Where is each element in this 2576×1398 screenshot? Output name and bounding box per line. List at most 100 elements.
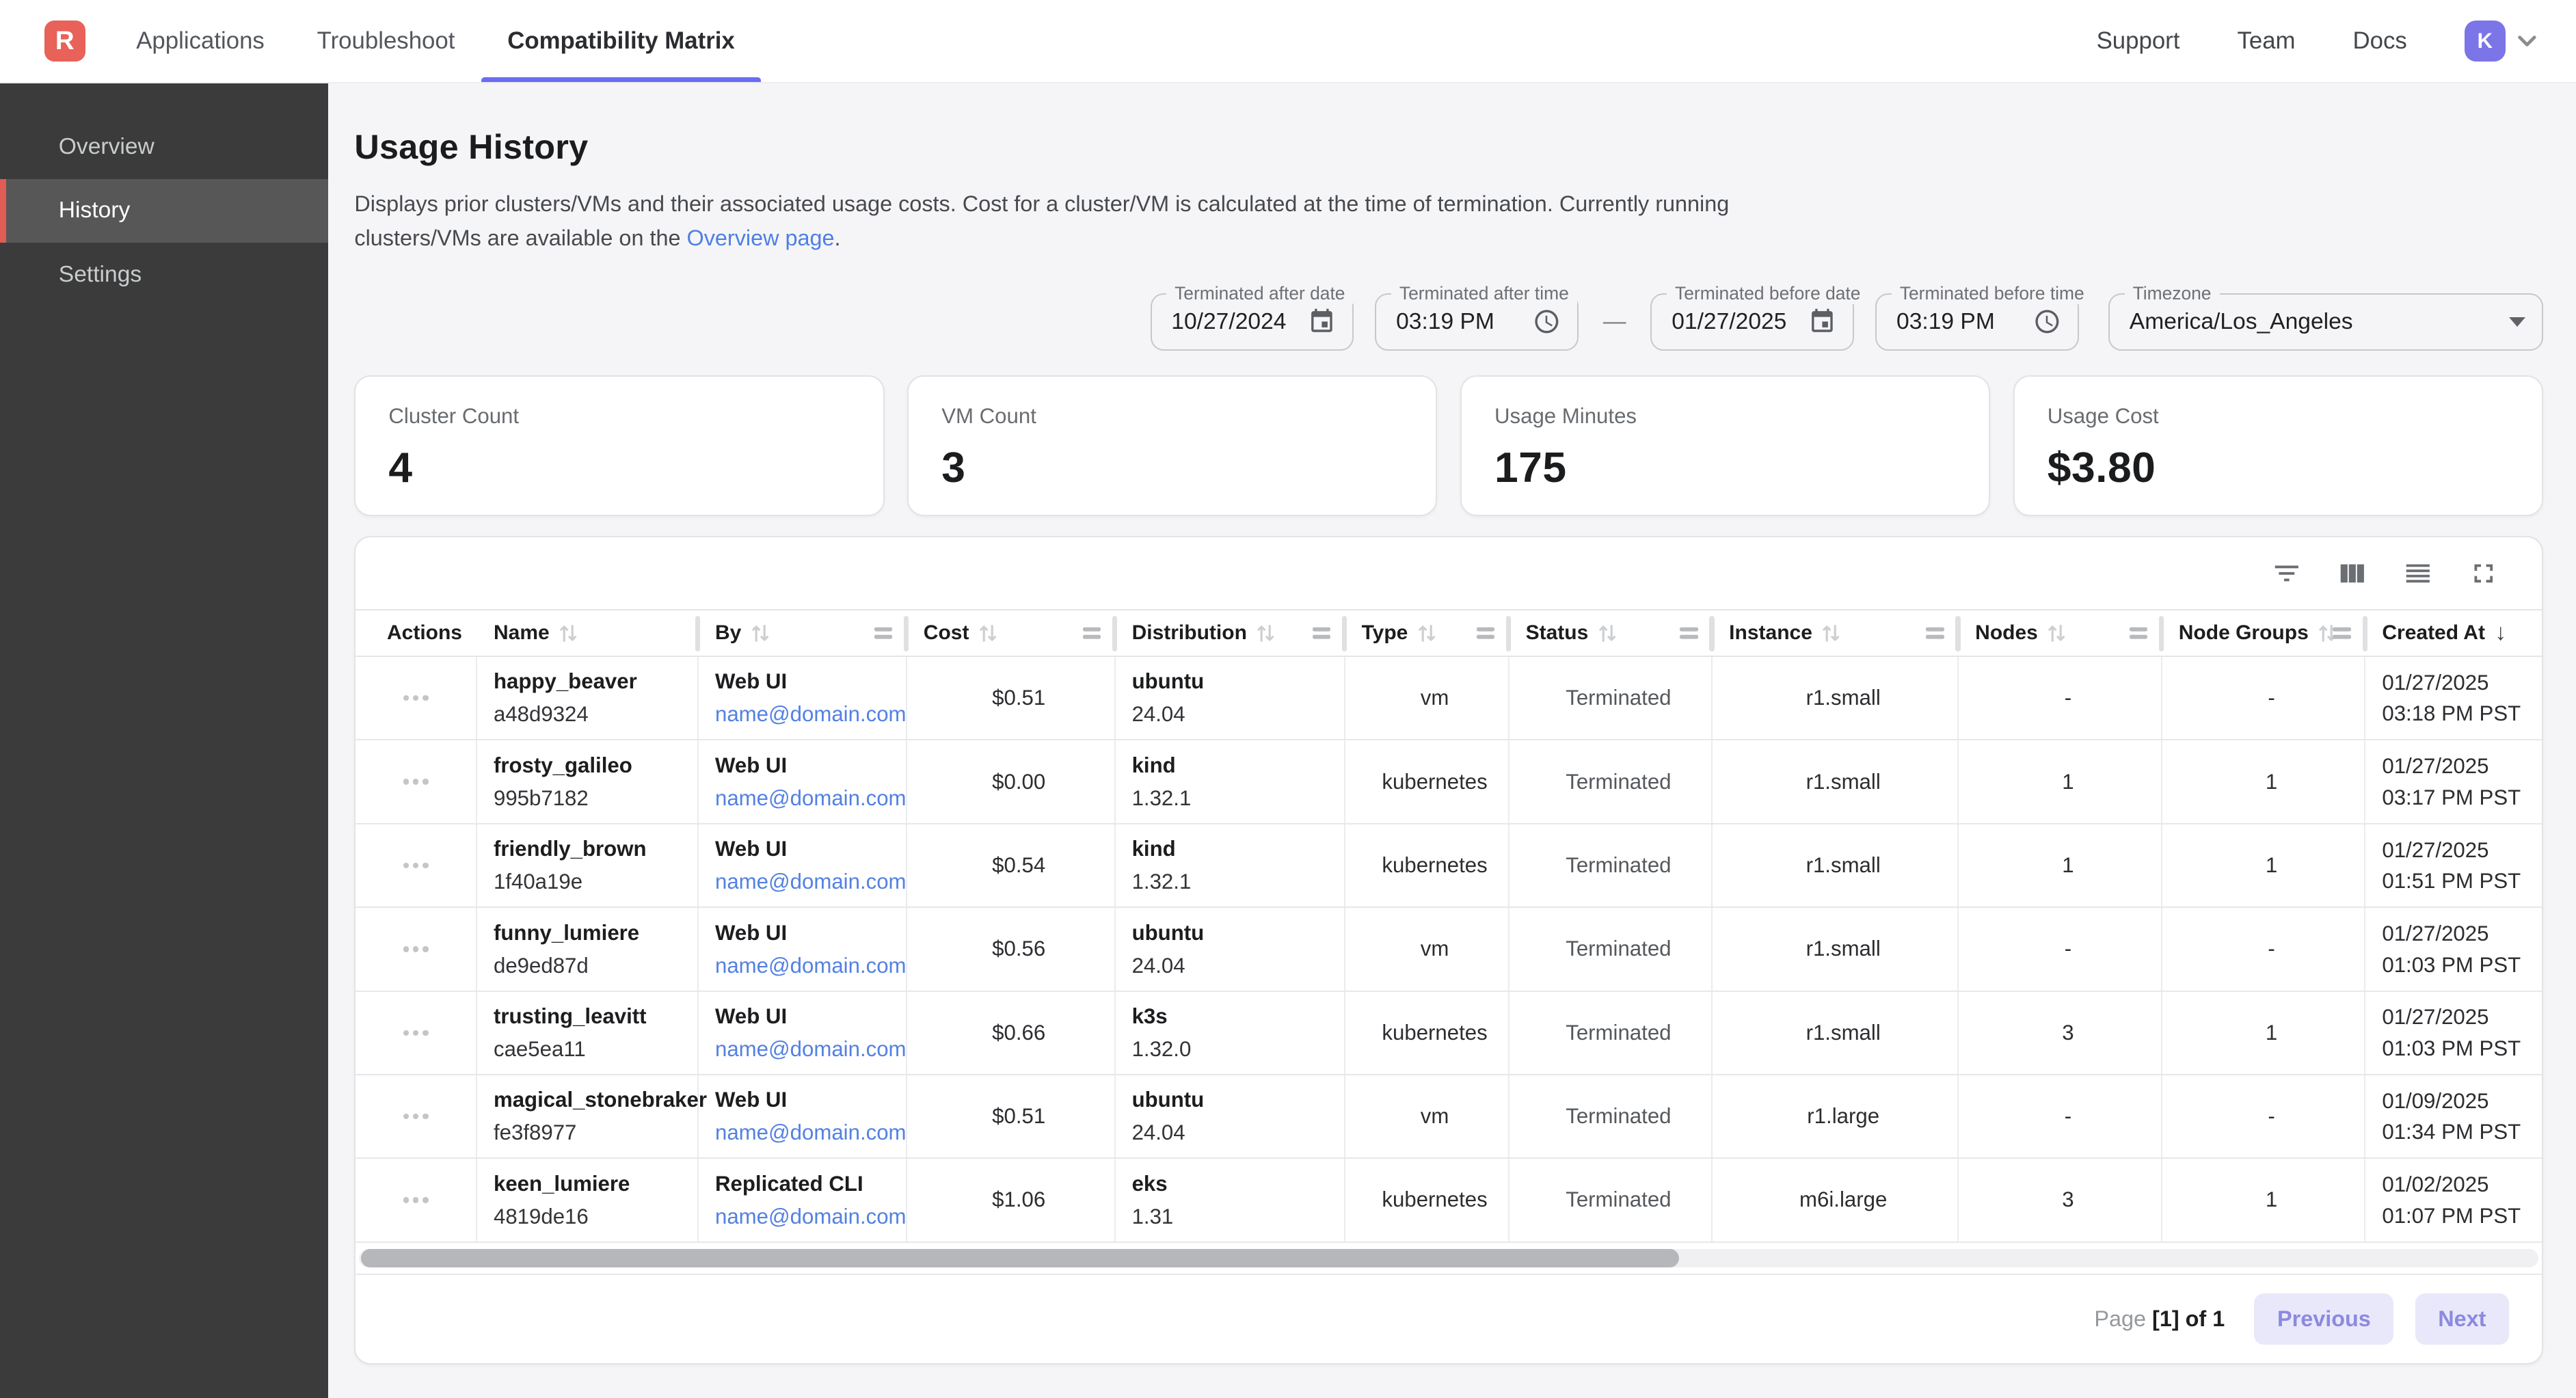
nav-link-team[interactable]: Team bbox=[2237, 27, 2296, 55]
terminated-after-time-field[interactable]: Terminated after time 03:19 PM bbox=[1375, 282, 1579, 351]
row-actions-button[interactable] bbox=[397, 1023, 435, 1043]
sort-icon[interactable] bbox=[1418, 623, 1436, 643]
cell-nodes: - bbox=[1959, 1075, 2162, 1158]
terminated-after-date-field[interactable]: Terminated after date 10/27/2024 bbox=[1150, 282, 1354, 351]
stat-card-cluster-count: Cluster Count 4 bbox=[354, 375, 885, 516]
sort-icon[interactable] bbox=[751, 623, 769, 643]
cell-node-groups: - bbox=[2162, 656, 2366, 740]
sort-icon[interactable] bbox=[979, 623, 997, 643]
avatar[interactable]: K bbox=[2464, 21, 2506, 62]
column-separator[interactable] bbox=[1341, 615, 1347, 652]
column-menu-icon[interactable] bbox=[1312, 627, 1330, 639]
cell-created-at: 01/27/2025 01:03 PM PST bbox=[2382, 921, 2521, 977]
calendar-icon[interactable] bbox=[1808, 308, 1836, 336]
terminated-before-time-field[interactable]: Terminated before time 03:19 PM bbox=[1875, 282, 2093, 351]
cell-status: Terminated bbox=[1510, 740, 1713, 823]
fullscreen-icon[interactable] bbox=[2468, 558, 2499, 589]
replicated-logo[interactable]: R bbox=[44, 21, 85, 62]
scrollbar-track[interactable] bbox=[359, 1249, 2539, 1267]
columns-icon[interactable] bbox=[2337, 558, 2368, 589]
by-email-link[interactable]: name@domain.com bbox=[714, 953, 907, 978]
sort-icon[interactable] bbox=[1598, 623, 1616, 643]
column-menu-icon[interactable] bbox=[1082, 627, 1101, 639]
timezone-select[interactable]: Timezone America/Los_Angeles bbox=[2108, 282, 2543, 351]
sort-desc-icon[interactable]: ↓ bbox=[2495, 620, 2507, 646]
column-separator[interactable] bbox=[2362, 615, 2367, 652]
cell-node-groups: - bbox=[2162, 908, 2366, 991]
cell-distribution: ubuntu 24.04 bbox=[1116, 908, 1345, 991]
sort-icon[interactable] bbox=[1822, 623, 1840, 643]
row-actions-button[interactable] bbox=[397, 940, 435, 959]
cell-type: vm bbox=[1345, 908, 1510, 991]
column-header-status[interactable]: Status bbox=[1510, 610, 1715, 656]
account-menu[interactable]: K bbox=[2464, 21, 2537, 62]
calendar-icon[interactable] bbox=[1308, 308, 1336, 336]
sort-icon[interactable] bbox=[559, 623, 577, 643]
clock-icon[interactable] bbox=[1533, 308, 1561, 336]
column-separator[interactable] bbox=[1955, 615, 1961, 652]
sort-icon[interactable] bbox=[1257, 623, 1274, 643]
row-actions-button[interactable] bbox=[397, 688, 435, 708]
cell-created-at: 01/09/2025 01:34 PM PST bbox=[2382, 1088, 2521, 1144]
row-actions-button[interactable] bbox=[397, 856, 435, 875]
cell-cost: $0.51 bbox=[907, 656, 1116, 740]
sidebar-item-overview[interactable]: Overview bbox=[58, 133, 155, 159]
density-icon[interactable] bbox=[2402, 558, 2434, 589]
column-header-created-at[interactable]: Created At ↓ bbox=[2382, 620, 2507, 646]
column-header-type[interactable]: Type bbox=[1345, 610, 1511, 656]
scrollbar-thumb[interactable] bbox=[360, 1249, 1680, 1267]
nav-right: Support Team Docs K bbox=[2097, 0, 2576, 82]
column-menu-icon[interactable] bbox=[2129, 627, 2148, 639]
by-email-link[interactable]: name@domain.com bbox=[714, 870, 907, 894]
filter-icon[interactable] bbox=[2271, 558, 2303, 589]
row-actions-button[interactable] bbox=[397, 772, 435, 792]
by-email-link[interactable]: name@domain.com bbox=[714, 1036, 907, 1061]
cell-cost: $0.66 bbox=[907, 991, 1116, 1074]
row-actions-button[interactable] bbox=[397, 1107, 435, 1126]
sidebar-item-settings[interactable]: Settings bbox=[58, 261, 142, 287]
horizontal-scrollbar bbox=[355, 1243, 2542, 1274]
cell-instance: m6i.large bbox=[1713, 1159, 1959, 1241]
column-separator[interactable] bbox=[1112, 615, 1117, 652]
column-menu-icon[interactable] bbox=[1476, 627, 1494, 639]
cell-nodes: - bbox=[1959, 908, 2162, 991]
column-separator[interactable] bbox=[695, 615, 701, 652]
column-separator[interactable] bbox=[903, 615, 909, 652]
terminated-before-date-field[interactable]: Terminated before date 01/27/2025 bbox=[1650, 282, 1869, 351]
by-email-link[interactable]: name@domain.com bbox=[714, 785, 907, 810]
by-email-link[interactable]: name@domain.com bbox=[714, 1120, 907, 1145]
cell-created-at: 01/02/2025 01:07 PM PST bbox=[2382, 1172, 2521, 1228]
tab-troubleshoot[interactable]: Troubleshoot bbox=[317, 27, 455, 55]
sidebar-item-history[interactable]: History bbox=[0, 178, 328, 243]
column-menu-icon[interactable] bbox=[1680, 627, 1698, 639]
column-header-distribution[interactable]: Distribution bbox=[1116, 610, 1347, 656]
column-header-instance[interactable]: Instance bbox=[1713, 610, 1961, 656]
by-email-link[interactable]: name@domain.com bbox=[714, 702, 907, 727]
cell-nodes: 1 bbox=[1959, 824, 2162, 907]
column-separator[interactable] bbox=[1505, 615, 1511, 652]
column-header-cost[interactable]: Cost bbox=[907, 610, 1117, 656]
column-header-nodes[interactable]: Nodes bbox=[1959, 610, 2164, 656]
column-header-node-groups[interactable]: Node Groups bbox=[2162, 610, 2367, 656]
nav-link-support[interactable]: Support bbox=[2096, 27, 2180, 55]
column-separator[interactable] bbox=[1709, 615, 1715, 652]
next-page-button[interactable]: Next bbox=[2415, 1293, 2509, 1345]
column-menu-icon[interactable] bbox=[2333, 627, 2351, 639]
column-header-by[interactable]: By bbox=[699, 610, 909, 656]
clock-icon[interactable] bbox=[2033, 308, 2061, 336]
tab-compatibility-matrix[interactable]: Compatibility Matrix bbox=[481, 0, 761, 83]
column-separator[interactable] bbox=[2158, 615, 2164, 652]
row-actions-button[interactable] bbox=[397, 1191, 435, 1210]
nav-link-docs[interactable]: Docs bbox=[2352, 27, 2407, 55]
sort-icon[interactable] bbox=[2048, 623, 2065, 643]
by-email-link[interactable]: name@domain.com bbox=[714, 1204, 907, 1228]
overview-page-link[interactable]: Overview page bbox=[686, 225, 835, 250]
cell-type: vm bbox=[1345, 1075, 1510, 1158]
column-menu-icon[interactable] bbox=[1926, 627, 1944, 639]
column-header-name[interactable]: Name bbox=[477, 610, 701, 656]
cell-nodes: 3 bbox=[1959, 1159, 2162, 1241]
previous-page-button[interactable]: Previous bbox=[2254, 1293, 2394, 1345]
column-menu-icon[interactable] bbox=[874, 627, 893, 639]
tab-applications[interactable]: Applications bbox=[136, 27, 265, 55]
cell-status: Terminated bbox=[1510, 991, 1713, 1074]
